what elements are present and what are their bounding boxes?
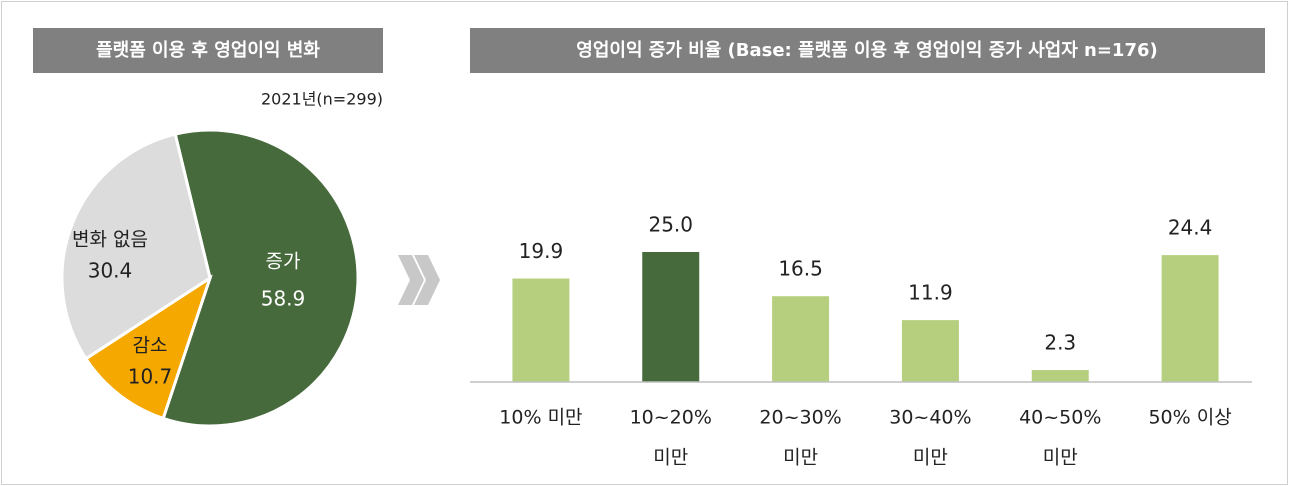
slice-value: 30.4 xyxy=(88,259,133,283)
pie-slice xyxy=(83,274,213,421)
bar xyxy=(512,278,570,382)
slice-label: 변화 없음 xyxy=(72,229,148,251)
x-tick-label: 40~50% xyxy=(1019,407,1101,429)
slice-label: 감소 xyxy=(133,335,168,357)
data-label: 16.5 xyxy=(778,257,823,281)
title-box xyxy=(470,28,1265,73)
bar xyxy=(772,296,830,382)
x-tick-label: 10~20% xyxy=(630,407,712,429)
pie-slice xyxy=(60,132,212,361)
pie-slice xyxy=(161,128,360,428)
chart-title: 플랫폼 이용 후 영업이익 변화 xyxy=(96,40,320,61)
x-tick-label: 50% 이상 xyxy=(1148,407,1231,429)
title-box xyxy=(33,28,383,73)
slice-value: 10.7 xyxy=(128,365,173,389)
chart-title: 영업이익 증가 비율 (Base: 플랫폼 이용 후 영업이익 증가 사업자 n… xyxy=(576,40,1157,61)
x-tick-label: 10% 미만 xyxy=(499,407,582,429)
bar xyxy=(901,320,959,382)
data-label: 11.9 xyxy=(908,281,953,305)
data-label: 25.0 xyxy=(648,213,693,237)
x-tick-label: 미만 xyxy=(1043,447,1078,469)
arrow-icon xyxy=(398,255,440,305)
bar xyxy=(1031,370,1089,382)
x-tick-label: 미만 xyxy=(783,447,818,469)
data-label: 24.4 xyxy=(1168,216,1213,240)
bar xyxy=(1161,255,1219,382)
data-label: 19.9 xyxy=(519,239,564,263)
x-tick-label: 30~40% xyxy=(889,407,971,429)
x-tick-label: 20~30% xyxy=(759,407,841,429)
x-tick-label: 미만 xyxy=(653,447,688,469)
x-tick-label: 미만 xyxy=(913,447,948,469)
data-label: 2.3 xyxy=(1044,331,1076,355)
slice-label: 증가 xyxy=(266,251,301,273)
chart-subtitle: 2021년(n=299) xyxy=(261,90,383,109)
slice-value: 58.9 xyxy=(261,287,306,311)
bar xyxy=(642,252,700,382)
